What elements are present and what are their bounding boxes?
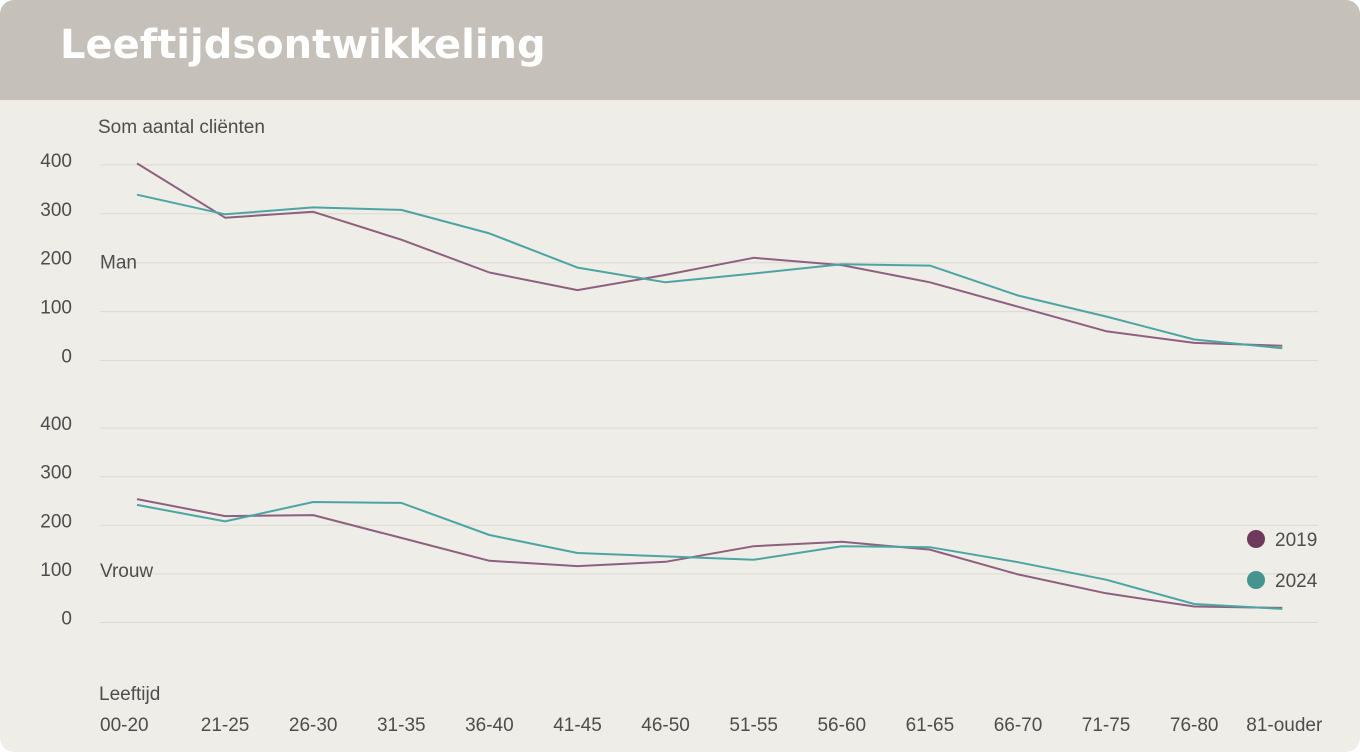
x-tick-label: 76-80 [1170,715,1219,736]
x-tick-label: 46-50 [641,715,690,736]
y-tick-label: 400 [40,151,72,172]
panel-label: Man [100,253,137,274]
panel-label: Vrouw [100,561,153,582]
y-tick-label: 100 [40,560,72,581]
series-line-2024 [136,501,1283,610]
panel-man: 0 100 200 300 400 Man [40,151,1318,368]
x-tick-label: 61-65 [906,715,955,736]
y-tick-label: 300 [40,463,72,484]
x-tick-label: 66-70 [994,715,1043,736]
x-axis-label: Leeftijd [99,684,160,705]
x-tick-label: 71-75 [1082,715,1131,736]
y-tick-label: 200 [40,249,72,270]
panel-vrouw: 0 100 200 300 400 Vrouw [40,414,1318,630]
y-tick-label: 0 [61,609,72,630]
x-tick-label: 26-30 [289,715,338,736]
legend-label: 2019 [1275,530,1317,551]
legend-marker [1247,530,1265,548]
y-tick-label: 0 [61,347,72,368]
x-tick-label: 56-60 [817,715,866,736]
y-tick-label: 300 [40,200,72,221]
y-axis-label: Som aantal cliënten [98,117,265,138]
x-tick-label: 21-25 [201,715,250,736]
x-tick-label: 36-40 [465,715,514,736]
chart-panels: 0 100 200 300 400 Man 0 100 200 300 400 Vrouw [40,151,1318,630]
x-tick-label: 81-ouder [1246,715,1323,736]
y-tick-label: 200 [40,511,72,532]
x-tick-labels: 00-20 21-25 26-30 31-35 36-40 41-45 46-50 51-55… [100,715,1323,736]
x-tick-label: 51-55 [729,715,778,736]
header-bar: Leeftijdsontwikkeling [0,0,1360,100]
x-tick-label: 31-35 [377,715,426,736]
legend-label: 2024 [1275,571,1318,592]
series-line-2024 [136,193,1283,350]
series-line-2019 [136,162,1283,347]
page-title: Leeftijdsontwikkeling [60,22,546,68]
legend: 2019 2024 [1247,530,1318,592]
legend-marker [1247,571,1265,589]
series-line-2019 [136,498,1283,609]
y-tick-label: 400 [40,414,72,435]
x-tick-label: 00-20 [100,715,149,736]
x-tick-label: 41-45 [553,715,602,736]
y-tick-label: 100 [40,298,72,319]
